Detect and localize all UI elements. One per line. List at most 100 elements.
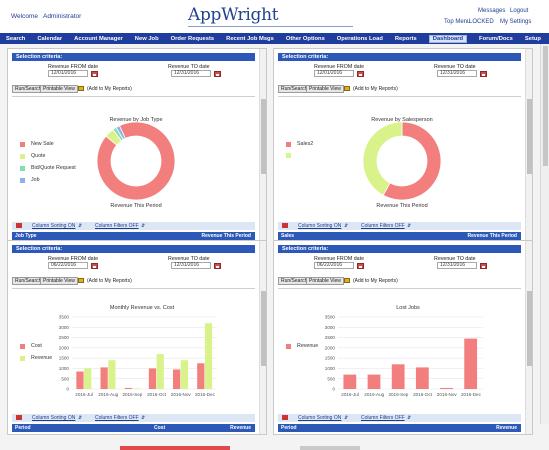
nav-item-reports[interactable]: Reports xyxy=(394,35,417,42)
nav-item-new-job[interactable]: New Job xyxy=(134,35,159,42)
nav-item-setup[interactable]: Setup xyxy=(524,35,541,42)
add-report-icon[interactable] xyxy=(78,86,84,91)
table-header-col-1[interactable]: Period xyxy=(15,425,31,431)
to-date-label: Revenue TO date xyxy=(168,256,210,262)
bar-cost xyxy=(197,363,205,389)
column-sorting-link[interactable]: Column Sorting ON xyxy=(298,415,342,421)
column-sorting-link[interactable]: Column Sorting ON xyxy=(298,223,342,229)
add-report-icon[interactable] xyxy=(344,86,350,91)
filter-icon[interactable]: ⇵ xyxy=(141,415,146,421)
legend-swatch xyxy=(286,343,291,349)
bar-cost xyxy=(148,368,157,389)
nav-item-calendar[interactable]: Calendar xyxy=(37,35,63,42)
messages-link[interactable]: Messages xyxy=(478,8,506,14)
chart-title: Monthly Revenue vs. Cost xyxy=(109,305,175,311)
home-icon[interactable] xyxy=(282,223,288,228)
nav-item-account-manager[interactable]: Account Manager xyxy=(74,35,123,42)
from-calendar-icon[interactable] xyxy=(91,71,98,77)
legend-item: Job xyxy=(20,177,40,183)
add-to-reports-link[interactable]: (Add to My Reports) xyxy=(353,86,398,92)
column-filters-link[interactable]: Column Filters OFF xyxy=(95,223,139,229)
logout-link[interactable]: Logout xyxy=(510,8,529,14)
panel-scrollbar[interactable] xyxy=(259,241,266,434)
nav-item-other-options[interactable]: Other Options xyxy=(285,35,325,42)
to-date-input[interactable]: 12/31/2016 xyxy=(171,262,211,269)
from-date-input[interactable]: 06/22/2016 xyxy=(314,262,354,269)
top-menu-link[interactable]: Top Menu xyxy=(444,19,471,25)
add-report-icon[interactable] xyxy=(78,278,84,283)
home-icon[interactable] xyxy=(16,223,22,228)
table-header-col-1[interactable]: Job Type xyxy=(15,233,37,239)
panel-scrollbar-thumb[interactable] xyxy=(261,291,266,366)
column-sorting-link[interactable]: Column Sorting ON xyxy=(32,223,76,229)
bar-cost xyxy=(124,387,132,389)
to-calendar-icon[interactable] xyxy=(214,71,221,77)
table-header: Job Type Revenue This Period xyxy=(12,232,255,240)
table-header-col-1[interactable]: Sales xyxy=(281,233,295,239)
to-date-input[interactable]: 12/31/2016 xyxy=(437,70,477,77)
panel-scrollbar[interactable] xyxy=(525,49,532,242)
my-settings-link[interactable]: My Settings xyxy=(500,19,532,25)
column-filters-link[interactable]: Column Filters OFF xyxy=(361,415,405,421)
to-date-input[interactable]: 12/31/2016 xyxy=(437,262,477,269)
panel-scrollbar-thumb[interactable] xyxy=(261,99,266,174)
nav-item-operations-load[interactable]: Operations Load xyxy=(336,35,383,42)
table-header-col-1[interactable]: Period xyxy=(281,425,297,431)
nav-item-recent-job-msgs[interactable]: Recent Job Msgs xyxy=(226,35,274,42)
y-tick-label: 500 xyxy=(327,376,335,381)
table-header-col-2[interactable]: Cost xyxy=(154,425,166,431)
donut-chart xyxy=(96,121,176,201)
panel-scrollbar[interactable] xyxy=(259,49,266,242)
add-to-reports-link[interactable]: (Add to My Reports) xyxy=(87,278,132,284)
from-calendar-icon[interactable] xyxy=(91,263,98,269)
x-tick-label: 2016-Jul xyxy=(75,392,93,397)
panel-scrollbar[interactable] xyxy=(525,241,532,434)
legend-item: Cost xyxy=(20,343,42,349)
add-report-icon[interactable] xyxy=(344,278,350,283)
nav-item-search[interactable]: Search xyxy=(6,35,26,42)
y-tick-label: 3000 xyxy=(325,325,336,330)
column-filters-link[interactable]: Column Filters OFF xyxy=(95,415,139,421)
table-header-col-last[interactable]: Revenue This Period xyxy=(201,233,251,239)
sorting-icon[interactable]: ⇵ xyxy=(78,223,83,229)
printable-view-button[interactable]: Printable View xyxy=(40,277,78,285)
printable-view-button[interactable]: Printable View xyxy=(40,85,78,93)
sorting-icon[interactable]: ⇵ xyxy=(78,415,83,421)
home-icon[interactable] xyxy=(282,415,288,420)
from-date-input[interactable]: 12/01/2016 xyxy=(48,70,88,77)
to-calendar-icon[interactable] xyxy=(214,263,221,269)
filter-icon[interactable]: ⇵ xyxy=(407,415,412,421)
add-to-reports-link[interactable]: (Add to My Reports) xyxy=(87,86,132,92)
page-scrollbar-thumb[interactable] xyxy=(543,46,548,166)
nav-item-forum-docs[interactable]: Forum/Docs xyxy=(479,35,513,42)
page-scrollbar[interactable] xyxy=(540,44,549,424)
table-header-col-last[interactable]: Revenue This Period xyxy=(467,233,517,239)
filter-icon[interactable]: ⇵ xyxy=(407,223,412,229)
column-sorting-link[interactable]: Column Sorting ON xyxy=(32,415,76,421)
table-header-col-last[interactable]: Revenue xyxy=(496,425,517,431)
home-icon[interactable] xyxy=(16,415,22,420)
criteria-divider xyxy=(278,96,521,97)
panel-scrollbar-thumb[interactable] xyxy=(527,99,532,174)
legend-item: New Sale xyxy=(20,141,54,147)
filter-icon[interactable]: ⇵ xyxy=(141,223,146,229)
table-header-col-last[interactable]: Revenue xyxy=(230,425,251,431)
table-header: Period Revenue xyxy=(278,424,521,432)
to-calendar-icon[interactable] xyxy=(480,263,487,269)
panel-scrollbar-thumb[interactable] xyxy=(527,291,532,366)
sorting-icon[interactable]: ⇵ xyxy=(344,223,349,229)
from-date-input[interactable]: 12/01/2016 xyxy=(314,70,354,77)
from-calendar-icon[interactable] xyxy=(357,71,364,77)
app-logo[interactable]: AppWright xyxy=(188,5,279,25)
to-calendar-icon[interactable] xyxy=(480,71,487,77)
from-calendar-icon[interactable] xyxy=(357,263,364,269)
nav-item-order-requests[interactable]: Order Requests xyxy=(170,35,215,42)
add-to-reports-link[interactable]: (Add to My Reports) xyxy=(353,278,398,284)
sorting-icon[interactable]: ⇵ xyxy=(344,415,349,421)
to-date-input[interactable]: 12/31/2016 xyxy=(171,70,211,77)
nav-item-dashboard[interactable]: Dashboard xyxy=(428,34,468,43)
from-date-input[interactable]: 06/22/2016 xyxy=(48,262,88,269)
column-filters-link[interactable]: Column Filters OFF xyxy=(361,223,405,229)
printable-view-button[interactable]: Printable View xyxy=(306,277,344,285)
printable-view-button[interactable]: Printable View xyxy=(306,85,344,93)
